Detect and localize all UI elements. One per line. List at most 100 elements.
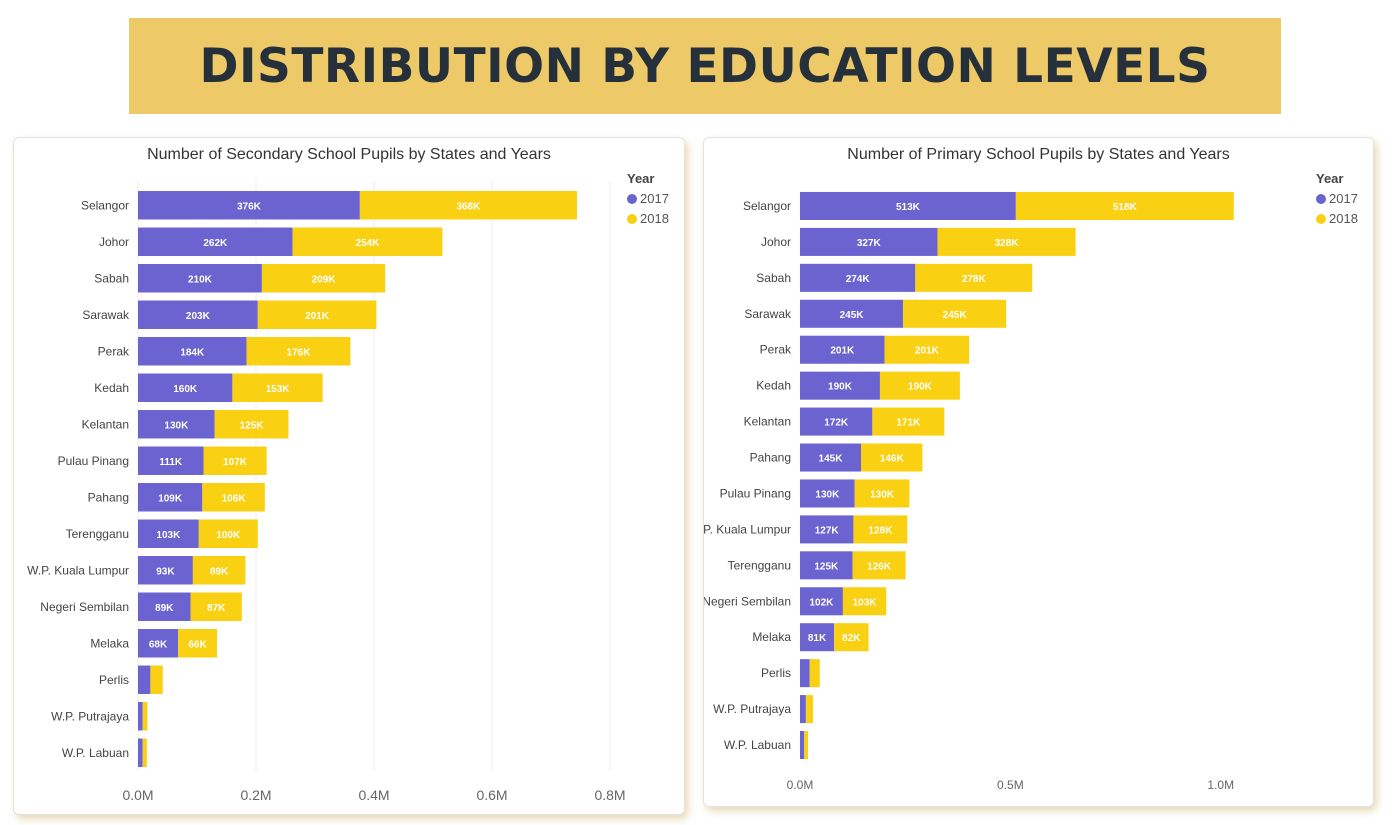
bar-group[interactable]: Terengganu 125K 126K — [728, 551, 906, 580]
bar-2018[interactable] — [292, 227, 443, 256]
bar-group[interactable]: W.P. Kuala Lumpur 93K 89K — [27, 556, 246, 585]
bar-2017[interactable] — [138, 191, 360, 220]
bar-2018[interactable] — [1015, 191, 1234, 220]
bar-2018[interactable] — [359, 191, 577, 220]
bar-2017[interactable] — [800, 515, 854, 544]
bar-group[interactable]: Perlis — [99, 665, 163, 694]
chart-legend[interactable]: Year 2017 2018 — [627, 171, 669, 231]
bar-2018[interactable] — [178, 629, 218, 658]
bar-2017[interactable] — [800, 335, 885, 364]
bar-2018[interactable] — [203, 446, 267, 475]
bar-group[interactable]: Kedah 160K 153K — [94, 373, 323, 402]
bar-group[interactable]: Sabah 274K 278K — [756, 263, 1033, 292]
bar-group[interactable]: Kelantan 130K 125K — [82, 410, 289, 439]
bar-2018[interactable] — [884, 335, 970, 364]
bar-2017[interactable] — [138, 702, 143, 731]
bar-2018[interactable] — [804, 731, 808, 760]
bar-2017[interactable] — [800, 731, 805, 760]
bar-2018[interactable] — [202, 483, 265, 512]
bar-2018[interactable] — [232, 373, 323, 402]
bar-2017[interactable] — [138, 227, 293, 256]
bar-2018[interactable] — [805, 695, 814, 724]
bar-group[interactable]: Sabah 210K 209K — [94, 264, 386, 293]
bar-group[interactable]: Perak 184K 176K — [98, 337, 351, 366]
bar-2018[interactable] — [192, 556, 246, 585]
bar-group[interactable]: Pulau Pinang 130K 130K — [720, 479, 910, 508]
bar-2018[interactable] — [809, 659, 820, 688]
bar-2018[interactable] — [190, 592, 242, 621]
bar-2017[interactable] — [800, 263, 916, 292]
bar-group[interactable]: Selangor 376K 368K — [81, 191, 577, 220]
bar-2018[interactable] — [198, 519, 258, 548]
bar-group[interactable]: Pahang 145K 146K — [750, 443, 923, 472]
bar-2017[interactable] — [138, 556, 193, 585]
bar-group[interactable]: Melaka 81K 82K — [752, 623, 869, 652]
bar-2017[interactable] — [800, 227, 938, 256]
bar-group[interactable]: Kedah 190K 190K — [756, 371, 960, 400]
bar-2018[interactable] — [854, 479, 910, 508]
bar-2017[interactable] — [800, 443, 862, 472]
legend-item-2018[interactable]: 2018 — [1316, 211, 1358, 226]
bar-2017[interactable] — [138, 300, 258, 329]
legend-item-2018[interactable]: 2018 — [627, 211, 669, 226]
bar-2017[interactable] — [800, 191, 1016, 220]
bar-2018[interactable] — [842, 587, 887, 616]
bar-2018[interactable] — [853, 515, 908, 544]
bar-2018[interactable] — [142, 702, 148, 731]
bar-2017[interactable] — [138, 264, 262, 293]
bar-group[interactable]: W.P. Putrajaya — [713, 695, 814, 724]
bar-2017[interactable] — [800, 479, 855, 508]
bar-2017[interactable] — [800, 299, 904, 328]
bar-group[interactable]: W.P. Labuan — [724, 731, 808, 760]
bar-group[interactable]: W.P. Putrajaya — [51, 702, 148, 731]
bar-group[interactable]: Pahang 109K 106K — [88, 483, 265, 512]
bar-group[interactable]: Perak 201K 201K — [760, 335, 970, 364]
bar-2018[interactable] — [142, 738, 147, 767]
bar-group[interactable]: W.P. Kuala Lumpur 127K 128K — [704, 515, 908, 544]
legend-item-2017[interactable]: 2017 — [627, 191, 669, 206]
bar-2018[interactable] — [879, 371, 960, 400]
bar-2017[interactable] — [138, 665, 151, 694]
bar-2018[interactable] — [214, 410, 289, 439]
bar-group[interactable]: Melaka 68K 66K — [90, 629, 218, 658]
bar-2017[interactable] — [138, 483, 203, 512]
bar-2017[interactable] — [800, 659, 810, 688]
primary-school-chart[interactable]: Selangor 513K 518K Johor 327K 328K Sabah 274K 27… — [703, 137, 1374, 807]
bar-2018[interactable] — [150, 665, 163, 694]
bar-2018[interactable] — [872, 407, 945, 436]
bar-2017[interactable] — [800, 551, 853, 580]
bar-group[interactable]: Pulau Pinang 111K 107K — [58, 446, 267, 475]
bar-2018[interactable] — [852, 551, 906, 580]
bar-group[interactable]: Sarawak 245K 245K — [744, 299, 1007, 328]
bar-2017[interactable] — [138, 629, 179, 658]
bar-group[interactable]: Selangor 513K 518K — [743, 191, 1234, 220]
chart-legend[interactable]: Year 2017 2018 — [1316, 171, 1358, 231]
bar-group[interactable]: Terengganu 103K 100K — [66, 519, 258, 548]
bar-group[interactable]: W.P. Labuan — [62, 738, 147, 767]
bar-2017[interactable] — [800, 371, 880, 400]
bar-2017[interactable] — [800, 695, 806, 724]
bar-2018[interactable] — [915, 263, 1033, 292]
bar-2017[interactable] — [800, 587, 843, 616]
bar-2017[interactable] — [138, 337, 247, 366]
bar-group[interactable]: Negeri Sembilan 89K 87K — [40, 592, 242, 621]
bar-2017[interactable] — [800, 407, 873, 436]
bar-2017[interactable] — [138, 738, 143, 767]
bar-2018[interactable] — [246, 337, 351, 366]
bar-2017[interactable] — [138, 592, 191, 621]
bar-2017[interactable] — [138, 519, 199, 548]
bar-2018[interactable] — [861, 443, 923, 472]
bar-2017[interactable] — [800, 623, 835, 652]
bar-2018[interactable] — [903, 299, 1007, 328]
bar-group[interactable]: Kelantan 172K 171K — [744, 407, 945, 436]
bar-2018[interactable] — [834, 623, 869, 652]
bar-2018[interactable] — [257, 300, 377, 329]
bar-2018[interactable] — [261, 264, 386, 293]
secondary-school-chart[interactable]: Selangor 376K 368K Johor 262K 254K Sabah 210K 20… — [13, 137, 685, 815]
bar-group[interactable]: Johor 327K 328K — [761, 227, 1076, 256]
bar-2017[interactable] — [138, 410, 215, 439]
legend-item-2017[interactable]: 2017 — [1316, 191, 1358, 206]
bar-group[interactable]: Negeri Sembilan 102K 103K — [704, 587, 887, 616]
bar-2017[interactable] — [138, 373, 233, 402]
bar-2018[interactable] — [937, 227, 1076, 256]
